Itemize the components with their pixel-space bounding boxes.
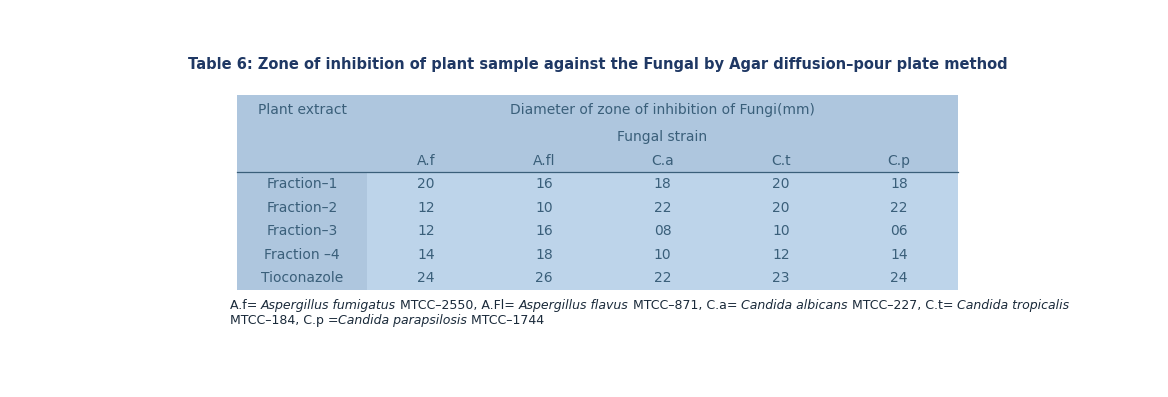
Text: MTCC–184, C.p =: MTCC–184, C.p = bbox=[230, 314, 339, 328]
Text: 16: 16 bbox=[535, 177, 554, 191]
Text: A.f=: A.f= bbox=[230, 299, 262, 312]
Text: Tioconazole: Tioconazole bbox=[260, 272, 343, 285]
Text: Fraction –4: Fraction –4 bbox=[264, 248, 340, 262]
Text: 20: 20 bbox=[772, 177, 790, 191]
Text: A.f: A.f bbox=[417, 154, 436, 168]
Text: MTCC–227, C.t=: MTCC–227, C.t= bbox=[848, 299, 958, 312]
Text: MTCC–2550, A.Fl=: MTCC–2550, A.Fl= bbox=[396, 299, 519, 312]
Text: Candida parapsilosis: Candida parapsilosis bbox=[339, 314, 467, 328]
Bar bbox=[367, 172, 958, 290]
Text: 06: 06 bbox=[890, 224, 908, 238]
Text: A.fl: A.fl bbox=[533, 154, 556, 168]
Text: C.t: C.t bbox=[771, 154, 791, 168]
Text: Fraction–1: Fraction–1 bbox=[266, 177, 338, 191]
Text: 16: 16 bbox=[535, 224, 554, 238]
Text: 24: 24 bbox=[890, 272, 908, 285]
Text: 18: 18 bbox=[535, 248, 554, 262]
Text: 20: 20 bbox=[417, 177, 434, 191]
Text: 22: 22 bbox=[654, 201, 672, 215]
Text: MTCC–871, C.a=: MTCC–871, C.a= bbox=[628, 299, 742, 312]
Text: Fungal strain: Fungal strain bbox=[618, 130, 708, 144]
Text: Table 6: Zone of inhibition of plant sample against the Fungal by Agar diffusion: Table 6: Zone of inhibition of plant sam… bbox=[188, 57, 1008, 72]
Text: Diameter of zone of inhibition of Fungi(mm): Diameter of zone of inhibition of Fungi(… bbox=[510, 103, 815, 117]
Text: 18: 18 bbox=[654, 177, 672, 191]
Text: 08: 08 bbox=[654, 224, 672, 238]
Text: 12: 12 bbox=[417, 224, 434, 238]
Text: 10: 10 bbox=[654, 248, 672, 262]
Text: 23: 23 bbox=[772, 272, 790, 285]
Text: 24: 24 bbox=[417, 272, 434, 285]
Bar bbox=[237, 95, 958, 290]
Text: Aspergillus fumigatus: Aspergillus fumigatus bbox=[262, 299, 396, 312]
Text: 22: 22 bbox=[890, 201, 908, 215]
Text: 20: 20 bbox=[772, 201, 790, 215]
Text: 12: 12 bbox=[417, 201, 434, 215]
Text: MTCC–1744: MTCC–1744 bbox=[467, 314, 544, 328]
Text: Plant extract: Plant extract bbox=[258, 103, 347, 117]
Text: Fraction–2: Fraction–2 bbox=[266, 201, 338, 215]
Text: 12: 12 bbox=[772, 248, 790, 262]
Text: 26: 26 bbox=[535, 272, 554, 285]
Text: 18: 18 bbox=[890, 177, 908, 191]
Text: Candida tropicalis: Candida tropicalis bbox=[958, 299, 1070, 312]
Text: Candida albicans: Candida albicans bbox=[742, 299, 848, 312]
Text: Fraction–3: Fraction–3 bbox=[266, 224, 338, 238]
Text: 22: 22 bbox=[654, 272, 672, 285]
Text: Aspergillus flavus: Aspergillus flavus bbox=[519, 299, 628, 312]
Text: C.p: C.p bbox=[888, 154, 911, 168]
Text: C.a: C.a bbox=[652, 154, 674, 168]
Text: 14: 14 bbox=[890, 248, 908, 262]
Text: 10: 10 bbox=[772, 224, 790, 238]
Text: 10: 10 bbox=[535, 201, 554, 215]
Text: 14: 14 bbox=[417, 248, 434, 262]
